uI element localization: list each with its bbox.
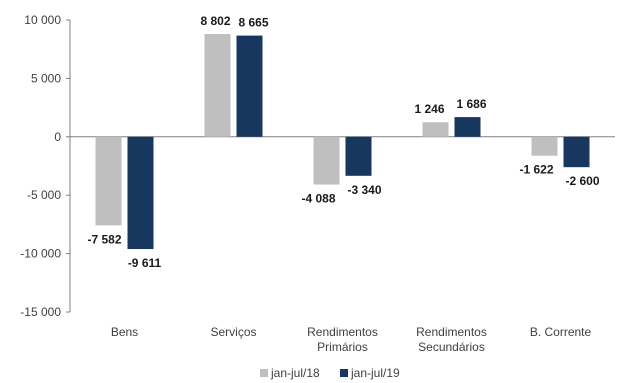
- bar-jan-jul-19: [345, 136, 372, 176]
- category-label: Bens: [111, 325, 138, 339]
- bar-jan-jul-19: [236, 35, 263, 137]
- category-label: Serviços: [210, 325, 256, 339]
- data-label: -9 611: [128, 256, 162, 270]
- y-tick-label: -15 000: [20, 305, 61, 319]
- legend-label: jan-jul/19: [350, 366, 400, 380]
- y-tick-label: -5 000: [27, 188, 61, 202]
- axes: 10 000 5 000 0 -5 000 -10 000 -15 000: [20, 13, 615, 319]
- data-label: 8 665: [238, 16, 268, 30]
- legend-swatch: [260, 369, 268, 377]
- data-label: -1 622: [519, 163, 553, 177]
- bar-jan-jul-18: [422, 122, 449, 137]
- legend-label: jan-jul/18: [270, 366, 320, 380]
- category-label: Rendimentos Primários: [307, 325, 378, 354]
- data-label: -7 582: [87, 232, 121, 246]
- data-label: 8 802: [200, 14, 230, 28]
- bar-jan-jul-18: [313, 136, 340, 185]
- bar-jan-jul-19: [127, 136, 154, 250]
- y-tick-label: 5 000: [31, 71, 61, 85]
- data-label: -3 340: [347, 183, 381, 197]
- bar-jan-jul-19: [454, 117, 481, 137]
- data-labels: -7 582 -9 611 8 802 8 665 -4 088 -3 340 1 246 1…: [87, 14, 599, 270]
- data-label: 1 686: [456, 97, 486, 111]
- category-label: Rendimentos Secundários: [416, 325, 487, 354]
- bars: [95, 33, 590, 250]
- category-label: B. Corrente: [530, 325, 592, 339]
- legend: jan-jul/18 jan-jul/19: [260, 366, 400, 380]
- category-labels: Bens Serviços Rendimentos Primários Rendimen…: [111, 325, 592, 354]
- bar-jan-jul-18: [95, 136, 122, 226]
- y-tick-label: 0: [54, 130, 61, 144]
- bar-jan-jul-19: [563, 136, 590, 168]
- bar-jan-jul-18: [204, 33, 231, 137]
- data-label: -2 600: [565, 174, 599, 188]
- data-label: -4 088: [301, 192, 335, 206]
- legend-swatch: [340, 369, 348, 377]
- y-tick-label: 10 000: [24, 13, 61, 27]
- data-label: 1 246: [414, 102, 444, 116]
- bar-jan-jul-18: [531, 136, 558, 156]
- y-tick-label: -10 000: [20, 247, 61, 261]
